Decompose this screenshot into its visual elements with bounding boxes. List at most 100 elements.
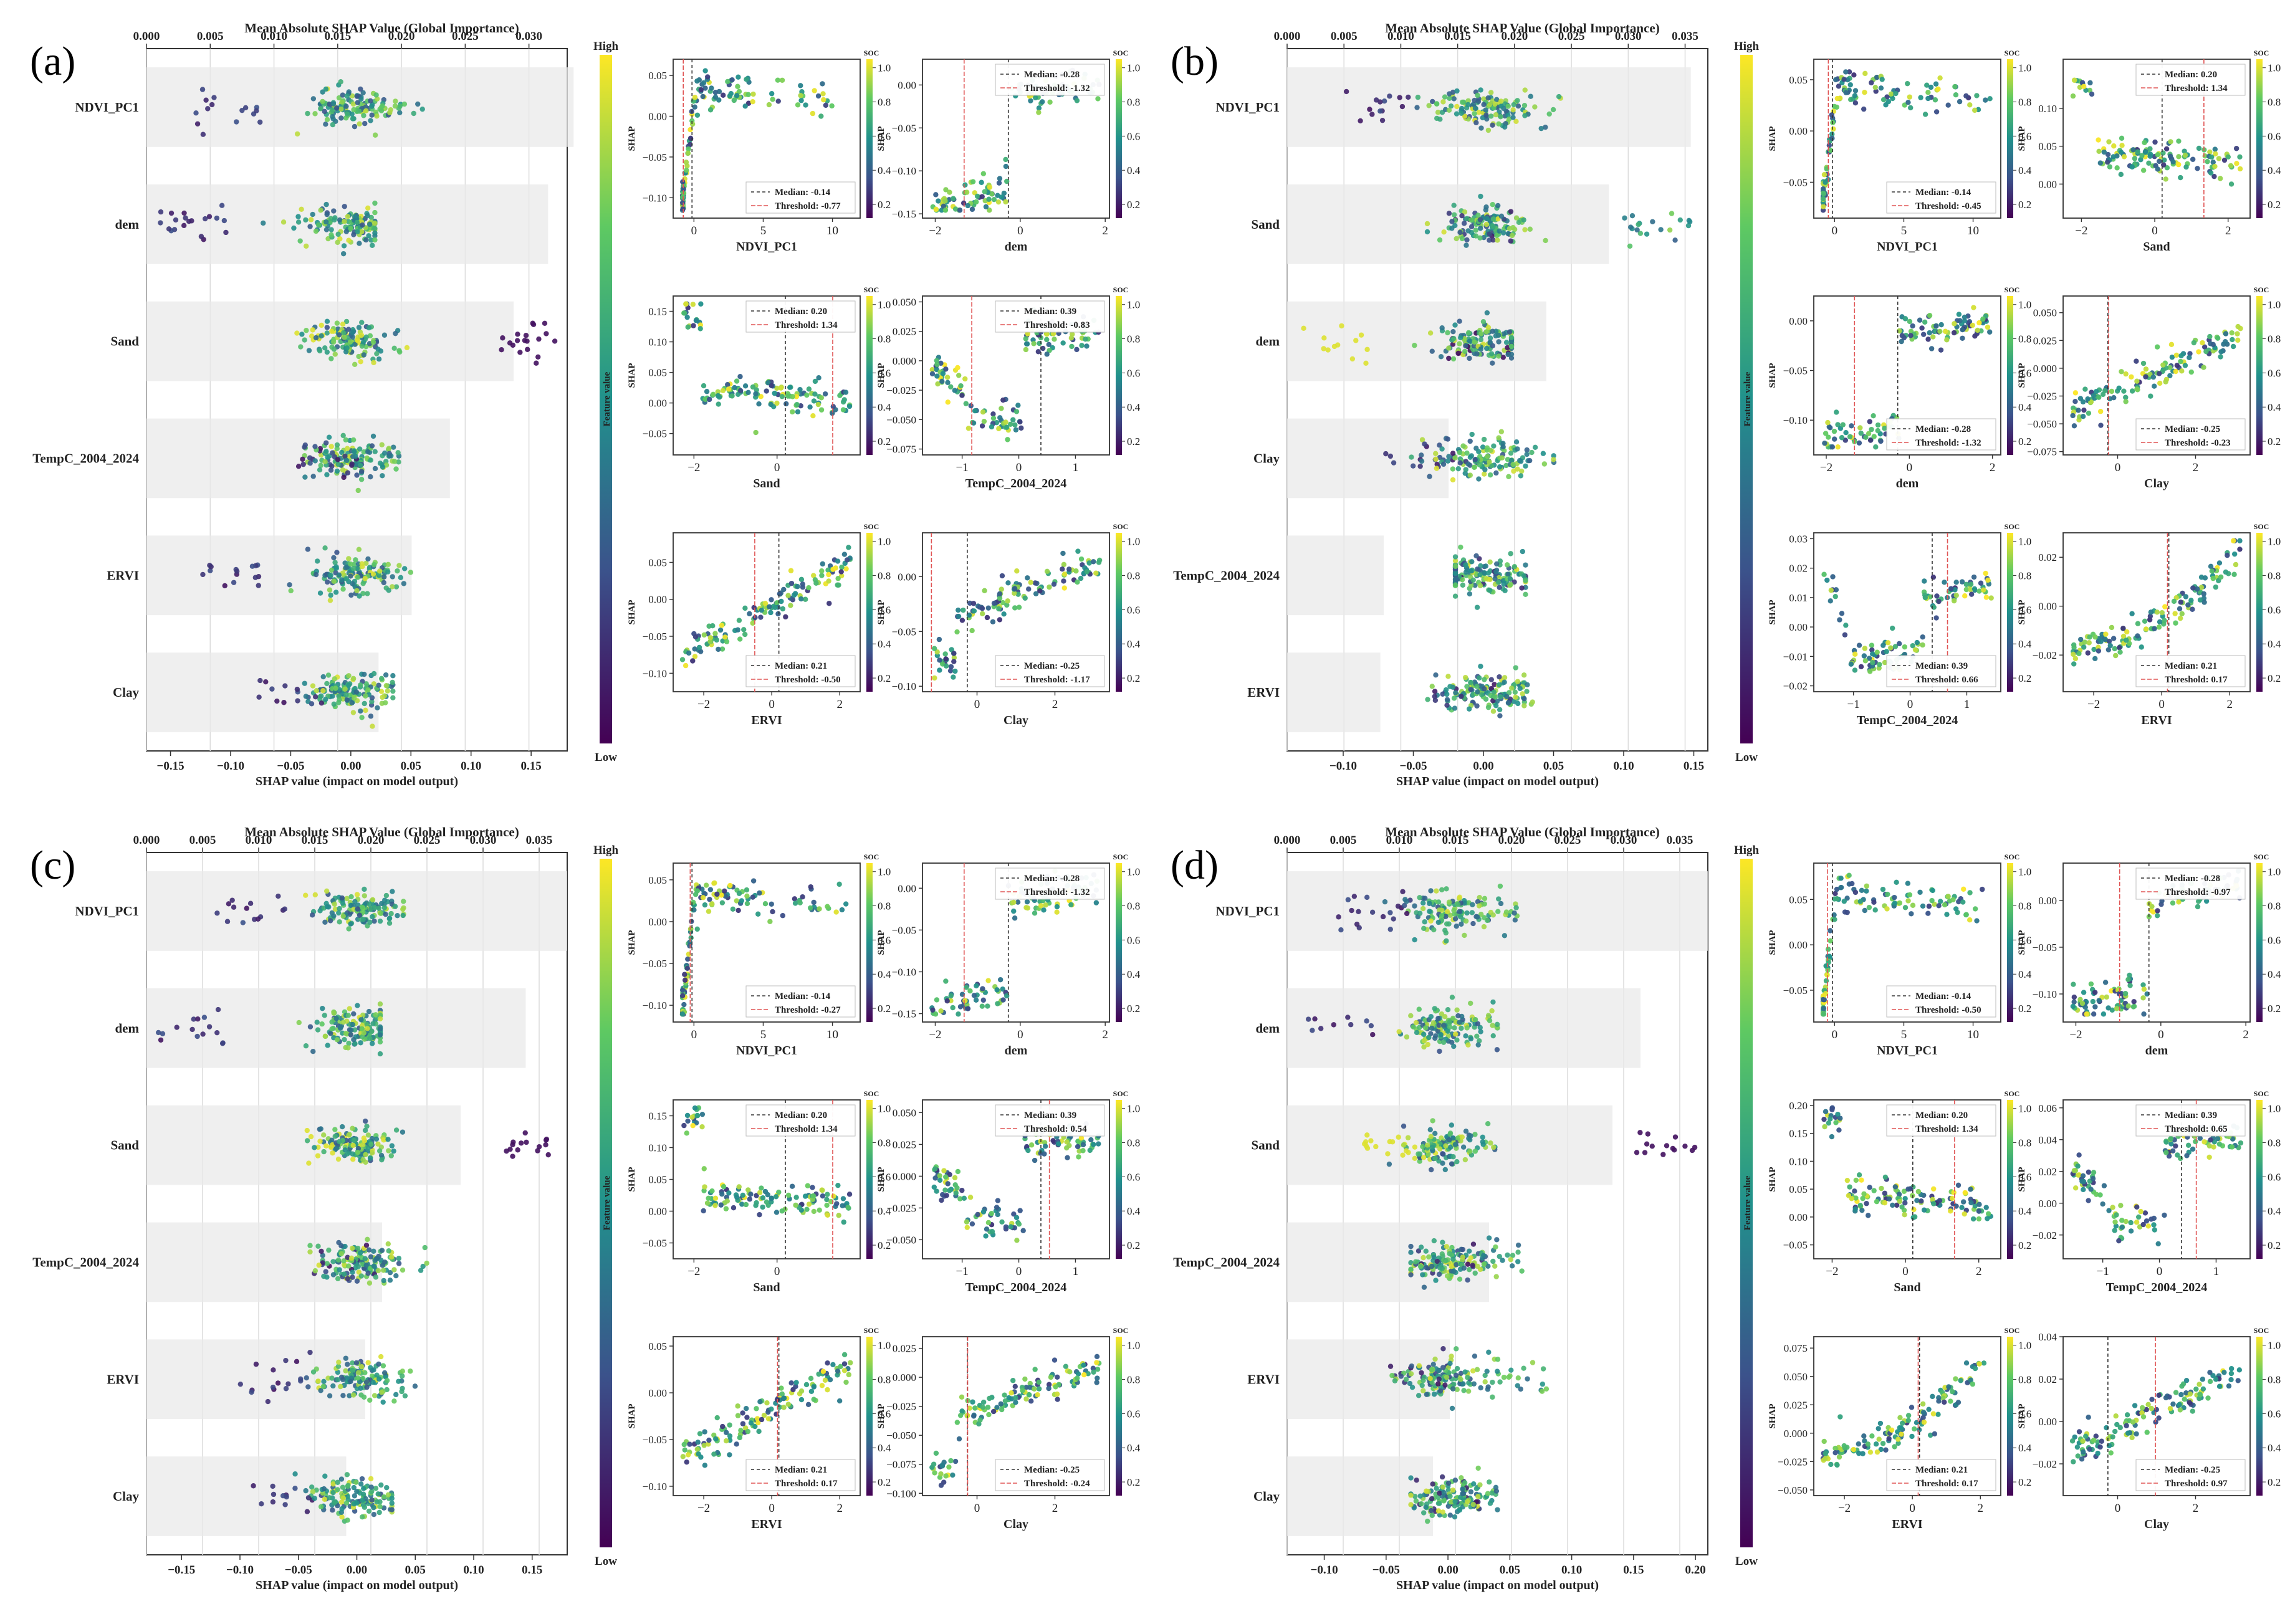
beeswarm-point [275, 893, 281, 899]
beeswarm-point [357, 241, 362, 246]
beeswarm-point [358, 1481, 364, 1487]
feature-label: NDVI_PC1 [75, 100, 139, 115]
beeswarm-point [1478, 87, 1483, 93]
dependence-point [1061, 561, 1067, 568]
beeswarm-point [1445, 330, 1450, 336]
dependence-point [2176, 161, 2182, 168]
beeswarm-point [226, 901, 232, 907]
beeswarm-point [393, 330, 398, 337]
dependence-point [2143, 626, 2149, 632]
dependence-point [811, 573, 817, 578]
beeswarm-point [1467, 438, 1473, 444]
beeswarm-point [371, 671, 377, 677]
beeswarm-point [1487, 472, 1493, 478]
beeswarm-point [1452, 554, 1459, 560]
dependence-point [951, 655, 957, 661]
beeswarm-point [355, 1145, 362, 1152]
beeswarm-point [358, 682, 363, 688]
dependence-point [788, 603, 793, 608]
beeswarm-point [330, 122, 336, 128]
dependence-point [2124, 629, 2130, 635]
dependence-point [2070, 413, 2076, 419]
legend-box [1886, 418, 1996, 451]
beeswarm-point [370, 1150, 375, 1156]
beeswarm-point [1391, 460, 1397, 466]
beeswarm-point [348, 921, 353, 927]
dependence-point [2124, 638, 2129, 643]
beeswarm-point [324, 325, 330, 330]
beeswarm-point [305, 110, 310, 117]
beeswarm-point [1523, 562, 1528, 568]
beeswarm-point [1541, 461, 1548, 467]
dependence-point [685, 956, 691, 962]
beeswarm-point [1445, 458, 1451, 464]
y-tick-label: −0.050 [2027, 418, 2057, 430]
top-axis-title: Mean Absolute SHAP Value (Global Importa… [244, 824, 519, 839]
dependence-point [843, 389, 849, 395]
beeswarm-point [379, 1248, 385, 1253]
dependence-point [1840, 422, 1846, 427]
beeswarm-point [342, 204, 347, 209]
mini-colorbar [1116, 296, 1122, 455]
dependence-point [1917, 317, 1923, 323]
beeswarm-point [354, 472, 360, 478]
beeswarm-point [375, 1268, 381, 1274]
beeswarm-point [383, 700, 388, 705]
beeswarm-point [1485, 325, 1492, 330]
beeswarm-point [335, 461, 341, 467]
dependence-point [1015, 591, 1021, 597]
beeswarm-point [222, 583, 228, 589]
beeswarm-point [365, 687, 371, 693]
dependence-point [999, 194, 1005, 200]
mini-colorbar-label: 0.4 [2268, 165, 2281, 176]
beeswarm-point [254, 108, 259, 113]
beeswarm-point [1505, 231, 1511, 237]
dependence-point [1892, 644, 1899, 649]
y-tick-label: −0.075 [2027, 446, 2057, 458]
x-tick-label: 0 [691, 224, 697, 237]
beeswarm-point [1551, 453, 1556, 459]
dependence-point [810, 413, 816, 419]
dependence-point [742, 383, 749, 389]
dependence-point [2119, 143, 2125, 148]
beeswarm-point [274, 698, 280, 704]
dependence-point [2113, 652, 2119, 659]
beeswarm-point [1446, 107, 1452, 113]
dependence-point [717, 627, 724, 633]
dependence-point [716, 401, 721, 407]
beeswarm-point [302, 474, 308, 480]
dependence-point [790, 409, 795, 415]
mini-colorbar-label: 0.2 [878, 436, 891, 447]
dependence-point [947, 189, 952, 195]
dependence-point [2071, 405, 2076, 411]
dependence-point [2114, 165, 2120, 171]
beeswarm-point [1321, 346, 1326, 351]
beeswarm-point [1493, 470, 1499, 476]
beeswarm-point [1472, 97, 1477, 103]
dependence-point [991, 197, 997, 203]
dependence-point [1821, 191, 1827, 197]
beeswarm-point [388, 910, 394, 917]
beeswarm-point [360, 1486, 366, 1491]
dependence-point [2212, 163, 2218, 170]
beeswarm-point [219, 1041, 226, 1046]
beeswarm-point [320, 1260, 325, 1266]
dependence-point [2176, 138, 2182, 144]
dependence-point [1919, 325, 1925, 331]
legend-threshold-label: Threshold: -0.45 [1915, 201, 1981, 211]
beeswarm-point [1481, 436, 1487, 442]
beeswarm-point [328, 567, 335, 573]
beeswarm-point [360, 90, 366, 96]
beeswarm-point [307, 224, 313, 229]
dependence-x-label: ERVI [2141, 714, 2172, 727]
beeswarm-point [348, 592, 354, 598]
beeswarm-point [1481, 234, 1487, 241]
beeswarm-point [362, 700, 367, 707]
dependence-point [971, 608, 977, 614]
beeswarm-point [1459, 236, 1465, 242]
mini-colorbar-label: 0.2 [1127, 672, 1140, 684]
dependence-point [999, 573, 1005, 579]
beeswarm-point [337, 1267, 342, 1273]
beeswarm-point [173, 217, 179, 223]
dependence-point [1930, 334, 1936, 340]
